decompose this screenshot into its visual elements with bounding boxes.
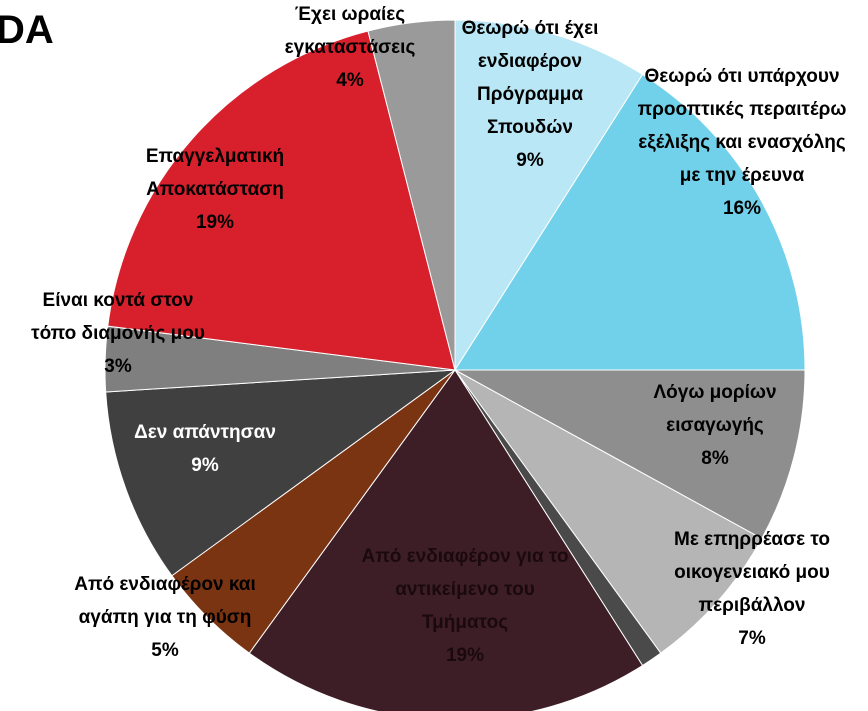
category-label: Από ενδιαφέρον και αγάπη για τη φύση <box>74 574 256 628</box>
pie-slice <box>454 369 763 654</box>
slice-label: Είναι κοντά στον τόπο διαμονής μου 3% <box>18 284 218 383</box>
pie-slice <box>454 369 806 540</box>
value-label: 19% <box>195 212 235 233</box>
category-label: Επαγγελματική Αποκατάσταση <box>145 146 285 200</box>
slice-label: Από ενδιαφέρον για το αντικείμενο του Τμ… <box>360 540 570 672</box>
pie-slice <box>248 369 644 711</box>
value-label: 8% <box>701 448 729 469</box>
category-label: Έχει ωραίες εγκαταστάσεις <box>284 4 416 58</box>
pie-slice <box>105 369 457 577</box>
pie-slice <box>367 19 456 371</box>
slice-label: Λόγω μορίων εισαγωγής 8% <box>630 376 800 475</box>
pie-slice <box>454 19 644 372</box>
slice-label: Θεωρώ ότι υπάρχουν προοπτικές περαιτέρω … <box>635 60 850 225</box>
pie-slice <box>107 30 456 371</box>
value-label: 9% <box>191 455 219 476</box>
category-label: Θεωρώ ότι έχει ενδιαφέρον Πρόγραμμα Σπου… <box>461 18 599 138</box>
chart-title: DA <box>0 8 54 52</box>
slice-label: Έχει ωραίες εγκαταστάσεις 4% <box>260 0 440 97</box>
slice-label: Επαγγελματική Αποκατάσταση 19% <box>115 140 315 239</box>
slice-label: Δεν απάντησαν 9% <box>115 416 295 482</box>
category-label: Θεωρώ ότι υπάρχουν προοπτικές περαιτέρω … <box>637 66 847 186</box>
slice-label: Με επηρρέασε το οικογενειακό μου περιβάλ… <box>642 523 862 655</box>
category-label: Με επηρρέασε το οικογενειακό μου περιβάλ… <box>674 529 830 616</box>
category-label: Δεν απάντησαν <box>134 422 276 443</box>
slice-label: Θεωρώ ότι έχει ενδιαφέρον Πρόγραμμα Σπου… <box>443 12 618 177</box>
category-label: Λόγω μορίων εισαγωγής <box>653 382 777 436</box>
pie-slice <box>454 73 806 371</box>
slice-label: Από ενδιαφέρον και αγάπη για τη φύση 5% <box>65 568 265 667</box>
value-label: 9% <box>516 150 544 171</box>
value-label: 4% <box>336 70 364 91</box>
value-label: 19% <box>445 645 485 666</box>
value-label: 5% <box>151 640 179 661</box>
category-label: Από ενδιαφέρον για το αντικείμενο του Τμ… <box>361 546 569 633</box>
value-label: 3% <box>104 356 132 377</box>
value-label: 16% <box>722 198 762 219</box>
category-label: Είναι κοντά στον τόπο διαμονής μου <box>31 290 205 344</box>
value-label: 7% <box>738 628 766 649</box>
